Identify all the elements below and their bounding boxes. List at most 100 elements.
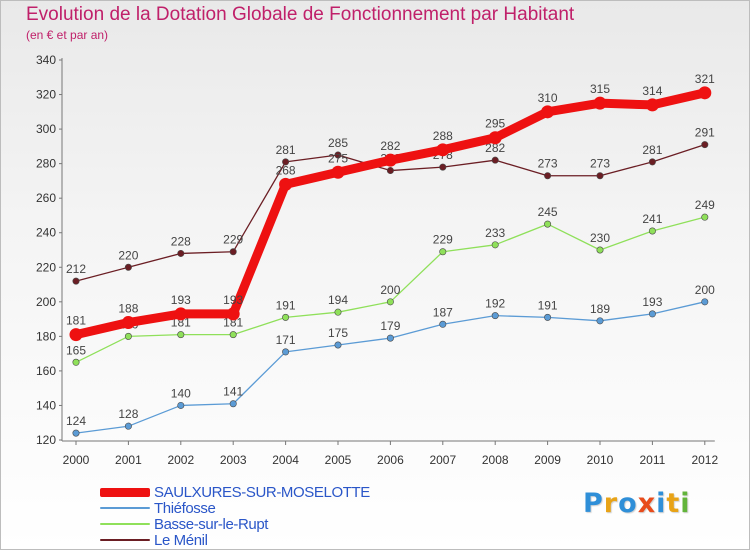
data-point-basse-sur-le-rupt-2002 xyxy=(177,331,185,339)
y-tick-label-220: 220 xyxy=(36,260,56,274)
data-point-saulxures-sur-moselotte-2003 xyxy=(226,307,240,321)
x-tick-label-2010: 2010 xyxy=(587,453,614,467)
data-label-thi-fosse-2001: 128 xyxy=(118,407,138,421)
data-point-thi-fosse-2007 xyxy=(439,320,447,328)
data-point-saulxures-sur-moselotte-2008 xyxy=(488,131,502,145)
y-tick-label-200: 200 xyxy=(36,295,56,309)
y-tick-label-180: 180 xyxy=(36,329,56,343)
data-point-basse-sur-le-rupt-2007 xyxy=(439,248,447,256)
data-label-le-m-nil-2009: 273 xyxy=(538,157,558,171)
data-label-le-m-nil-2004: 281 xyxy=(276,143,296,157)
legend-item-basse-sur-le-rupt: Basse-sur-le-Rupt xyxy=(100,515,370,533)
legend-swatch-basse-sur-le-rupt xyxy=(100,523,150,525)
x-tick-label-2008: 2008 xyxy=(482,453,509,467)
data-label-le-m-nil-2012: 291 xyxy=(695,126,715,140)
x-tick-label-2000: 2000 xyxy=(63,453,90,467)
data-label-saulxures-sur-moselotte-2011: 314 xyxy=(642,84,662,98)
data-point-le-m-nil-2003 xyxy=(229,248,237,256)
data-point-basse-sur-le-rupt-2006 xyxy=(386,298,394,306)
data-label-thi-fosse-2010: 189 xyxy=(590,302,610,316)
data-point-basse-sur-le-rupt-2000 xyxy=(72,358,80,366)
data-label-saulxures-sur-moselotte-2006: 282 xyxy=(380,139,400,153)
data-point-le-m-nil-2001 xyxy=(124,263,132,271)
data-point-basse-sur-le-rupt-2008 xyxy=(491,241,499,249)
data-point-saulxures-sur-moselotte-2010 xyxy=(593,96,607,110)
legend-label-thiefosse: Thiéfosse xyxy=(154,499,216,517)
x-tick-label-2001: 2001 xyxy=(115,453,142,467)
data-point-thi-fosse-2010 xyxy=(596,317,604,325)
legend-label-le-menil: Le Ménil xyxy=(154,531,208,549)
legend-swatch-thiefosse xyxy=(100,507,150,509)
data-label-saulxures-sur-moselotte-2005: 275 xyxy=(328,151,348,165)
data-point-le-m-nil-2012 xyxy=(701,141,709,149)
data-point-le-m-nil-2008 xyxy=(491,156,499,164)
data-label-basse-sur-le-rupt-2009: 245 xyxy=(538,205,558,219)
data-label-thi-fosse-2009: 191 xyxy=(538,298,558,312)
data-label-basse-sur-le-rupt-2010: 230 xyxy=(590,231,610,245)
data-label-thi-fosse-2003: 141 xyxy=(223,385,243,399)
data-label-saulxures-sur-moselotte-2008: 295 xyxy=(485,117,505,131)
x-tick-label-2003: 2003 xyxy=(220,453,247,467)
data-point-basse-sur-le-rupt-2003 xyxy=(229,331,237,339)
data-label-le-m-nil-2005: 285 xyxy=(328,136,348,150)
data-point-basse-sur-le-rupt-2011 xyxy=(648,227,656,235)
data-point-le-m-nil-2010 xyxy=(596,172,604,180)
data-point-le-m-nil-2004 xyxy=(282,158,290,166)
data-label-saulxures-sur-moselotte-2002: 193 xyxy=(171,293,191,307)
data-point-le-m-nil-2002 xyxy=(177,249,185,257)
data-label-basse-sur-le-rupt-2005: 194 xyxy=(328,293,348,307)
x-tick-label-2002: 2002 xyxy=(167,453,194,467)
chart-legend: SAULXURES-SUR-MOSELOTTE Thiéfosse Basse-… xyxy=(100,483,370,549)
data-label-saulxures-sur-moselotte-2012: 321 xyxy=(695,72,715,86)
data-label-saulxures-sur-moselotte-2009: 310 xyxy=(538,91,558,105)
data-point-thi-fosse-2011 xyxy=(648,310,656,318)
legend-item-thiefosse: Thiéfosse xyxy=(100,499,370,517)
x-tick-label-2012: 2012 xyxy=(691,453,718,467)
data-point-le-m-nil-2006 xyxy=(386,167,394,175)
logo-letter: i xyxy=(680,488,691,519)
data-label-saulxures-sur-moselotte-2001: 188 xyxy=(118,302,138,316)
data-point-saulxures-sur-moselotte-2004 xyxy=(279,177,293,191)
data-label-thi-fosse-2002: 140 xyxy=(171,386,191,400)
logo-letter: i xyxy=(656,488,667,519)
data-label-saulxures-sur-moselotte-2007: 288 xyxy=(433,129,453,143)
data-label-basse-sur-le-rupt-2011: 241 xyxy=(642,212,662,226)
data-label-saulxures-sur-moselotte-2010: 315 xyxy=(590,82,610,96)
y-tick-label-280: 280 xyxy=(36,157,56,171)
data-point-le-m-nil-2000 xyxy=(72,277,80,285)
data-point-le-m-nil-2007 xyxy=(439,163,447,171)
x-tick-label-2005: 2005 xyxy=(325,453,352,467)
data-point-le-m-nil-2011 xyxy=(648,158,656,166)
data-point-saulxures-sur-moselotte-2000 xyxy=(69,328,83,342)
data-point-thi-fosse-2004 xyxy=(282,348,290,356)
logo-letter: x xyxy=(637,488,657,519)
data-label-le-m-nil-2010: 273 xyxy=(590,157,610,171)
data-label-thi-fosse-2006: 179 xyxy=(380,319,400,333)
data-label-le-m-nil-2003: 229 xyxy=(223,233,243,247)
data-point-thi-fosse-2009 xyxy=(544,313,552,321)
proxiti-logo: Proxiti xyxy=(583,488,691,519)
logo-letter: r xyxy=(603,488,619,519)
data-label-saulxures-sur-moselotte-2003: 193 xyxy=(223,293,243,307)
data-point-saulxures-sur-moselotte-2012 xyxy=(698,86,712,100)
data-point-thi-fosse-2012 xyxy=(701,298,709,306)
legend-label-saulxures: SAULXURES-SUR-MOSELOTTE xyxy=(154,483,370,501)
data-point-basse-sur-le-rupt-2010 xyxy=(596,246,604,254)
data-label-thi-fosse-2012: 200 xyxy=(695,283,715,297)
data-point-saulxures-sur-moselotte-2009 xyxy=(541,105,555,119)
data-label-thi-fosse-2008: 192 xyxy=(485,297,505,311)
data-label-basse-sur-le-rupt-2012: 249 xyxy=(695,198,715,212)
data-label-basse-sur-le-rupt-2003: 181 xyxy=(223,316,243,330)
logo-letter: P xyxy=(583,488,604,519)
x-tick-label-2009: 2009 xyxy=(534,453,561,467)
data-point-saulxures-sur-moselotte-2006 xyxy=(383,153,397,167)
data-point-basse-sur-le-rupt-2012 xyxy=(701,213,709,221)
data-point-saulxures-sur-moselotte-2002 xyxy=(174,307,188,321)
chart-title: Evolution de la Dotation Globale de Fonc… xyxy=(26,4,575,25)
data-point-saulxures-sur-moselotte-2001 xyxy=(121,316,135,330)
data-label-le-m-nil-2008: 282 xyxy=(485,141,505,155)
data-point-thi-fosse-2003 xyxy=(229,400,237,408)
legend-item-saulxures: SAULXURES-SUR-MOSELOTTE xyxy=(100,483,370,501)
legend-label-basse-sur-le-rupt: Basse-sur-le-Rupt xyxy=(154,515,269,533)
